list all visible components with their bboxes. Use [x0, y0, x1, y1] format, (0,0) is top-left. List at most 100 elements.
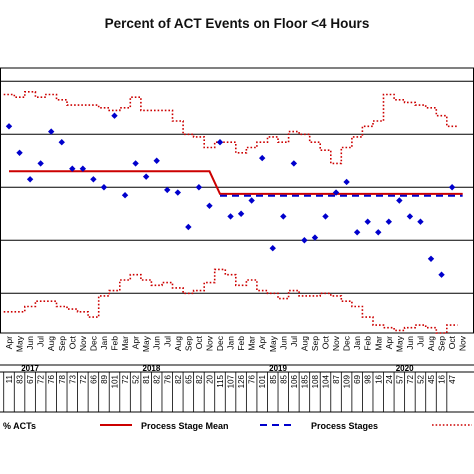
- data-point: [269, 245, 276, 252]
- data-point: [26, 176, 34, 183]
- count-cell: 98: [364, 374, 373, 383]
- count-cell: 83: [16, 374, 25, 383]
- x-tick-label: Mar: [247, 336, 257, 351]
- count-cell: 72: [406, 374, 415, 383]
- x-tick-label: May: [268, 335, 278, 352]
- count-cell: 108: [311, 374, 320, 388]
- count-cell: 47: [448, 374, 457, 383]
- data-point: [259, 154, 266, 162]
- data-point: [153, 157, 160, 164]
- data-point: [142, 173, 150, 180]
- data-point: [227, 213, 234, 220]
- count-cell: 106: [290, 374, 299, 388]
- count-cell: 72: [79, 374, 88, 383]
- count-cell: 16: [374, 374, 383, 383]
- x-tick-label: Aug: [426, 336, 436, 351]
- x-tick-label: Aug: [299, 336, 309, 351]
- data-point: [48, 128, 55, 135]
- x-tick-label: Aug: [46, 336, 56, 351]
- count-cell: 109: [343, 374, 352, 388]
- data-point: [79, 165, 87, 172]
- count-cell: 65: [184, 374, 193, 383]
- count-cell: 82: [153, 374, 162, 383]
- chart-title: Percent of ACT Events on Floor <4 Hours: [105, 16, 370, 31]
- count-cell: 115: [216, 374, 225, 387]
- lower-limit-line: [3, 268, 458, 334]
- x-tick-label: Sep: [310, 336, 320, 351]
- x-tick-label: Feb: [363, 336, 373, 351]
- data-point: [332, 189, 340, 196]
- data-point: [195, 184, 203, 191]
- data-point: [438, 271, 445, 278]
- data-point: [206, 202, 213, 209]
- count-cell: 85: [279, 374, 288, 383]
- count-cell: 81: [142, 374, 151, 383]
- data-point: [448, 184, 456, 191]
- x-tick-label: Dec: [88, 335, 98, 351]
- count-cell: 76: [163, 374, 172, 383]
- x-tick-label: Apr: [4, 336, 14, 349]
- count-cell: 76: [248, 374, 257, 383]
- data-point: [364, 218, 371, 225]
- data-point: [248, 197, 255, 204]
- x-tick-label: May: [15, 335, 25, 352]
- count-cell: 78: [58, 374, 67, 383]
- x-tick-label: Jun: [278, 336, 288, 350]
- x-tick-label: Sep: [437, 336, 447, 351]
- year-label: 2020: [396, 364, 414, 373]
- count-cell: 20: [205, 374, 214, 383]
- upper-limit-line: [3, 91, 458, 165]
- count-cell: 45: [427, 374, 436, 383]
- count-cell: 89: [100, 374, 109, 383]
- data-point: [353, 229, 361, 236]
- x-tick-label: Oct: [67, 335, 77, 349]
- count-cell: 52: [416, 374, 425, 383]
- x-tick-label: Jun: [405, 336, 415, 350]
- data-point: [16, 149, 23, 156]
- process-stage-mean-line: [9, 170, 463, 195]
- x-tick-label: Oct: [447, 335, 457, 349]
- data-point: [375, 229, 382, 236]
- data-point: [406, 213, 414, 220]
- count-cell: 57: [395, 374, 404, 383]
- x-tick-label: May: [141, 335, 151, 352]
- count-cell: 16: [438, 374, 447, 383]
- x-tick-label: Aug: [173, 336, 183, 351]
- count-cell: 73: [68, 374, 77, 383]
- count-cell: 101: [111, 374, 120, 388]
- x-tick-label: Jul: [415, 336, 425, 347]
- data-point: [174, 189, 181, 196]
- legend-stages-label: Process Stages: [311, 421, 378, 431]
- count-cell: 66: [89, 374, 98, 383]
- data-point: [164, 186, 171, 194]
- data-point: [311, 234, 319, 241]
- data-point: [280, 213, 287, 220]
- count-cell: 72: [121, 374, 130, 383]
- data-point: [343, 178, 350, 186]
- count-cell: 101: [258, 374, 267, 388]
- count-cell: 185: [300, 374, 309, 388]
- x-tick-label: Feb: [110, 336, 120, 351]
- x-tick-label: May: [394, 335, 404, 352]
- x-tick-label: Sep: [183, 336, 193, 351]
- data-point: [69, 165, 76, 172]
- x-tick-label: Jan: [226, 336, 236, 350]
- count-cell: 107: [227, 374, 236, 388]
- count-cell: 126: [237, 374, 246, 388]
- x-tick-label: Feb: [236, 336, 246, 351]
- count-cell: 52: [132, 374, 141, 383]
- x-tick-label: Jan: [99, 336, 109, 350]
- data-point: [301, 237, 308, 244]
- x-tick-label: Mar: [373, 336, 383, 351]
- x-tick-label: Jul: [289, 336, 299, 347]
- data-point: [121, 192, 129, 199]
- data-point: [216, 139, 224, 146]
- count-cell: 87: [332, 374, 341, 383]
- count-cell: 76: [47, 374, 56, 383]
- x-tick-label: Nov: [78, 335, 88, 351]
- data-point: [322, 213, 329, 220]
- x-tick-label: Mar: [120, 336, 130, 351]
- data-point: [237, 210, 245, 217]
- x-tick-label: Oct: [194, 335, 204, 349]
